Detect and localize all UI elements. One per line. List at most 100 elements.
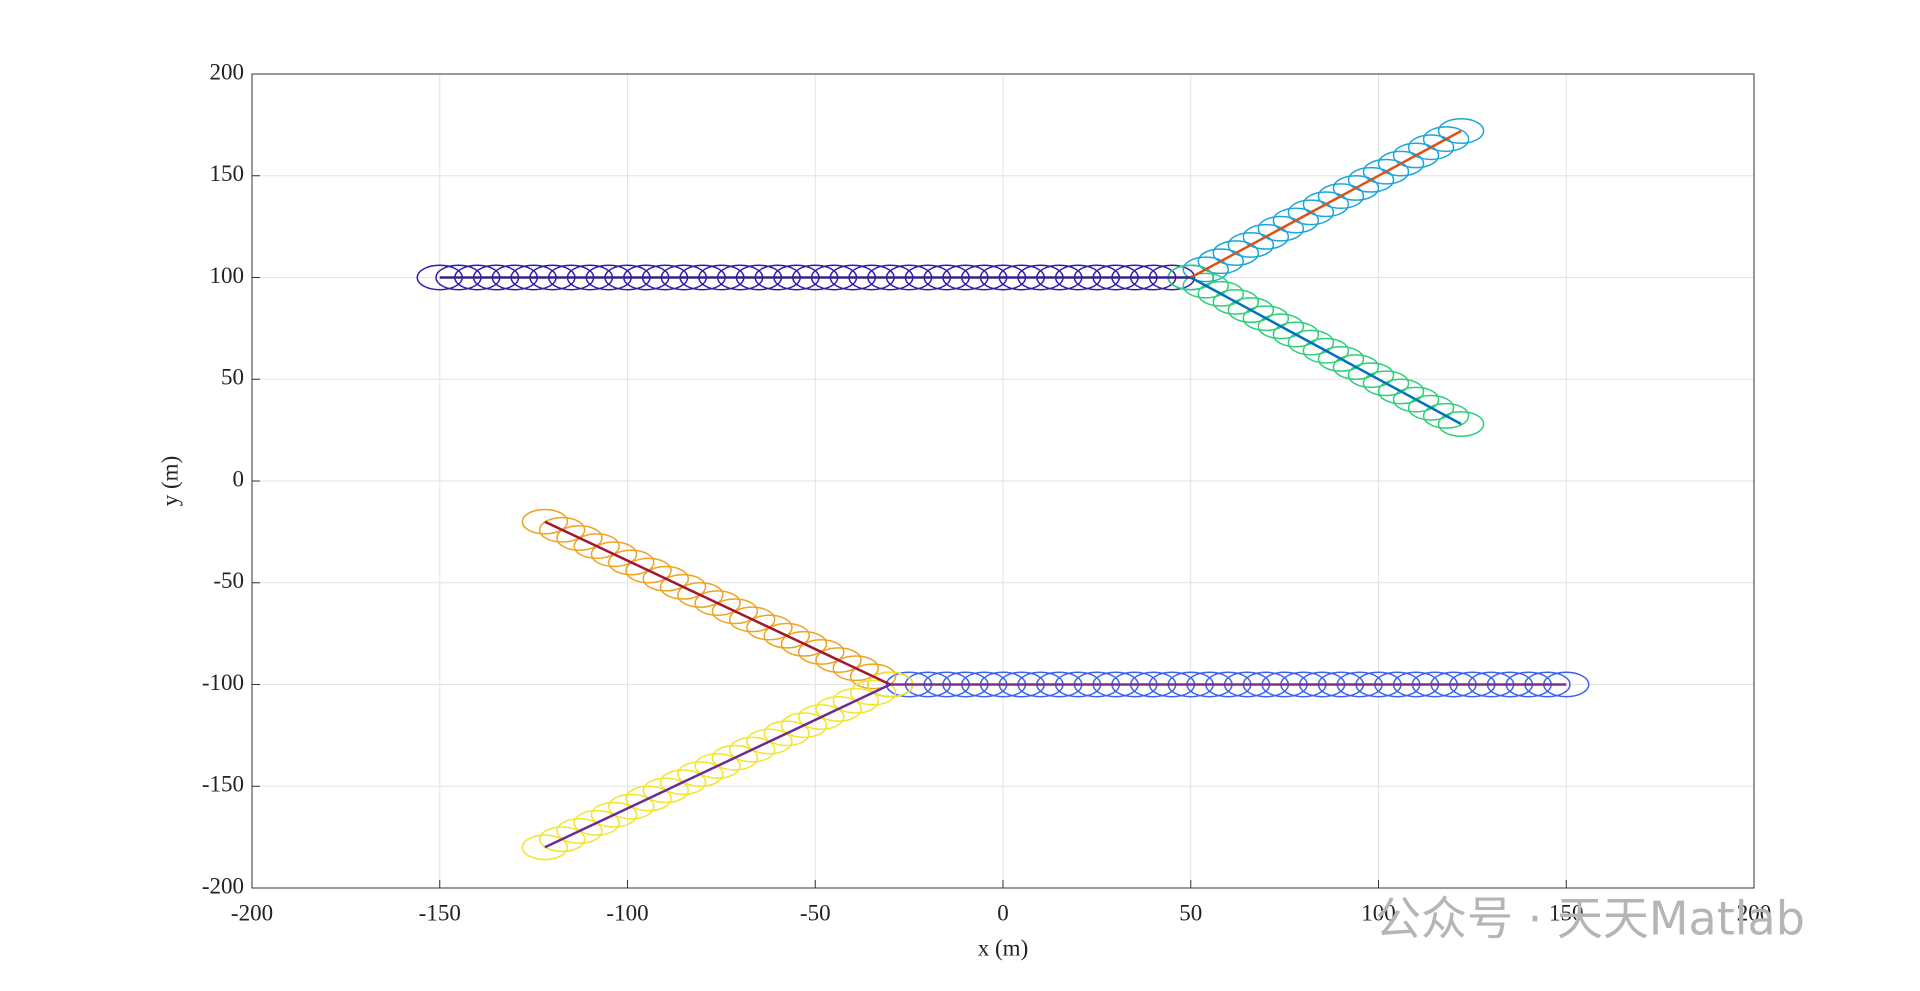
position-circle	[711, 744, 759, 771]
position-circle	[1197, 280, 1245, 307]
position-circle	[1227, 297, 1275, 324]
position-circle	[625, 785, 672, 812]
position-circle	[728, 736, 776, 763]
trajectory-line	[1190, 129, 1462, 279]
position-circle	[763, 720, 810, 747]
position-circle	[849, 679, 897, 706]
trajectory-line	[1190, 276, 1462, 426]
position-circle	[1332, 354, 1380, 381]
position-circle	[815, 647, 862, 674]
position-circle	[1257, 313, 1305, 340]
x-tick-label: -200	[231, 900, 273, 925]
y-tick-label: 150	[210, 161, 245, 186]
position-circle	[590, 801, 638, 828]
position-circle	[521, 508, 569, 535]
position-circle	[1377, 378, 1425, 405]
x-tick-label: -150	[419, 900, 461, 925]
y-tick-label: -150	[202, 772, 244, 797]
y-tick-label: -50	[213, 568, 244, 593]
x-tick-label: 200	[1737, 900, 1772, 925]
position-circle	[1287, 329, 1335, 356]
position-circle	[659, 769, 707, 796]
position-circle	[1197, 248, 1245, 275]
position-circle	[1287, 199, 1335, 226]
position-circle	[1242, 305, 1290, 332]
position-circle	[1272, 207, 1320, 234]
position-circle	[1422, 402, 1470, 429]
position-circle	[1377, 150, 1425, 177]
position-circle	[677, 582, 724, 608]
position-circle	[815, 695, 862, 722]
y-tick-label: 100	[210, 263, 245, 288]
x-tick-label: 50	[1179, 900, 1202, 925]
position-circle	[1332, 175, 1380, 201]
position-circle	[728, 606, 776, 633]
position-circle	[1302, 337, 1350, 364]
position-circle	[832, 687, 880, 714]
x-tick-label: -100	[606, 900, 648, 925]
position-circle	[538, 826, 586, 853]
position-circle	[797, 704, 845, 731]
position-circle	[1422, 126, 1470, 153]
position-circle	[1392, 142, 1440, 169]
position-circle	[849, 663, 897, 690]
position-circle	[694, 590, 741, 617]
position-circle	[797, 638, 845, 665]
x-tick-label: 150	[1549, 900, 1584, 925]
position-circle	[1302, 191, 1350, 218]
position-circle	[677, 761, 724, 787]
position-circle	[642, 777, 690, 804]
position-circle	[1407, 134, 1455, 161]
position-circle	[573, 809, 620, 836]
watermark: 公众号 · 天天Matlab	[1375, 892, 1805, 946]
position-circle	[1317, 345, 1365, 372]
position-circle	[780, 712, 828, 739]
position-circle	[1362, 158, 1410, 185]
position-circle	[556, 818, 603, 844]
position-circle	[607, 793, 655, 820]
position-circle	[590, 541, 638, 568]
position-circle	[659, 573, 707, 600]
position-circle	[1407, 394, 1455, 421]
position-circle	[556, 525, 603, 551]
position-circle	[746, 728, 793, 755]
position-circle	[746, 614, 793, 641]
plot-frame	[251, 73, 1755, 889]
position-circle	[1182, 272, 1230, 299]
position-circle	[1362, 370, 1410, 397]
y-tick-label: 200	[210, 59, 245, 84]
x-tick-label: -50	[800, 900, 831, 925]
position-circle	[1182, 256, 1230, 283]
position-circle	[1317, 183, 1365, 210]
x-tick-label: 100	[1361, 900, 1396, 925]
position-circle	[1437, 411, 1485, 437]
position-circle	[521, 834, 569, 861]
y-tick-label: 0	[233, 466, 245, 491]
y-tick-label: -100	[202, 670, 244, 695]
y-axis-label: y (m)	[157, 456, 182, 506]
position-circle	[763, 622, 810, 649]
position-circle	[1347, 166, 1395, 193]
position-circle	[1437, 118, 1485, 144]
y-tick-label: -200	[202, 873, 244, 898]
position-circle	[1272, 321, 1320, 348]
trajectory-line	[544, 683, 891, 849]
position-circle	[1242, 223, 1290, 250]
position-circle	[1227, 231, 1275, 258]
position-circle	[642, 565, 690, 592]
position-circle	[607, 549, 655, 576]
position-circle	[832, 655, 880, 682]
position-circle	[711, 598, 759, 625]
position-circle	[780, 630, 828, 657]
trajectory-line	[544, 520, 891, 686]
y-tick-label: 50	[221, 365, 244, 390]
position-circle	[1257, 215, 1305, 242]
position-circle	[1347, 362, 1395, 389]
position-circle	[694, 752, 741, 779]
position-circle	[1212, 288, 1260, 315]
position-circle	[538, 516, 586, 543]
position-circle	[625, 557, 672, 584]
